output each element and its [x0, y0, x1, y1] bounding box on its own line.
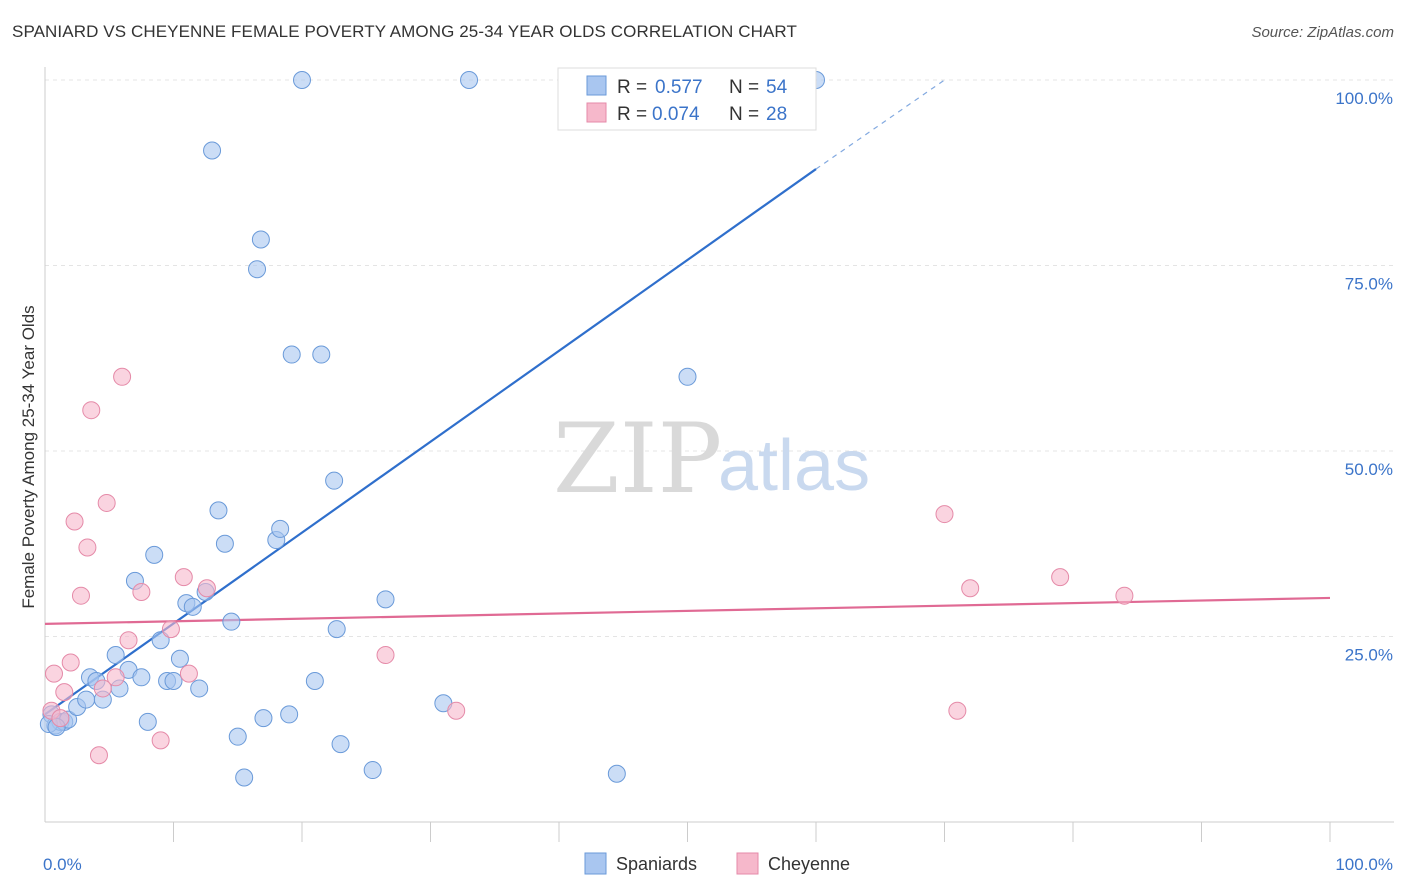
cheyenne-point-19 [197, 579, 216, 598]
spaniard-trend-extension [815, 79, 945, 170]
y-tick-label-2: 75.0% [1345, 275, 1393, 294]
spaniard-point-45 [376, 590, 395, 609]
bottom-legend-swatch-spaniards [584, 852, 607, 875]
chart-source: Source: ZipAtlas.com [1251, 24, 1394, 41]
cheyenne-point-21 [447, 701, 466, 720]
cheyenne-point-7 [82, 401, 101, 420]
cheyenne-point-8 [89, 746, 108, 765]
spaniard-point-43 [331, 735, 350, 754]
spaniard-point-6 [77, 690, 96, 709]
spaniard-point-44 [363, 761, 382, 780]
cheyenne-point-17 [174, 568, 193, 587]
spaniard-point-25 [203, 141, 222, 160]
legend-n-value-1: 54 [766, 77, 788, 98]
spaniard-point-22 [183, 597, 202, 616]
y-tick-label-1: 50.0% [1345, 460, 1393, 479]
watermark-zip: ZIP [553, 403, 722, 515]
spaniard-point-20 [170, 649, 189, 668]
y-tick-label-0: 25.0% [1345, 646, 1393, 665]
spaniard-point-48 [607, 764, 626, 783]
cheyenne-point-27 [51, 709, 70, 728]
spaniard-point-32 [251, 230, 270, 249]
cheyenne-point-18 [179, 664, 198, 683]
x-tick-label-0: 0.0% [43, 855, 82, 874]
legend-r-value-1: 0.577 [655, 77, 703, 98]
legend-swatch-spaniards [586, 75, 607, 96]
legend-r-label-1: R = [617, 77, 647, 98]
y-tick-label-3: 100.0% [1335, 89, 1393, 108]
cheyenne-point-16 [161, 620, 180, 639]
legend-n-label-1: N = [729, 77, 759, 98]
spaniard-point-10 [106, 646, 125, 665]
spaniard-point-28 [222, 612, 241, 631]
spaniard-point-38 [293, 71, 311, 89]
legend-r-label-2: R = [617, 104, 647, 125]
spaniard-point-27 [215, 534, 234, 553]
tick-labels: 25.0% 50.0% 75.0% 100.0% 0.0% 100.0% [43, 89, 1393, 874]
spaniard-point-23 [190, 679, 209, 698]
spaniard-point-37 [282, 345, 301, 364]
spaniard-point-40 [312, 345, 331, 364]
spaniard-point-29 [228, 727, 247, 746]
cheyenne-point-24 [961, 579, 980, 598]
cheyenne-point-3 [61, 653, 80, 672]
cheyenne-point-10 [97, 493, 116, 512]
cheyenne-point-4 [65, 512, 84, 531]
cheyenne-point-5 [71, 586, 90, 605]
spaniard-point-33 [254, 709, 273, 728]
spaniard-point-49 [678, 367, 697, 386]
watermark-atlas: atlas [718, 426, 870, 506]
spaniard-point-42 [327, 620, 346, 639]
spaniard-point-36 [280, 705, 299, 724]
cheyenne-point-13 [119, 631, 138, 650]
spaniard-point-47 [460, 71, 479, 89]
bottom-legend-swatch-cheyenne [736, 852, 759, 875]
cheyenne-point-14 [132, 582, 151, 601]
legend-n-value-2: 28 [766, 104, 787, 125]
spaniard-point-16 [145, 545, 164, 564]
spaniard-point-26 [209, 501, 228, 520]
chart-title: SPANIARD VS CHEYENNE FEMALE POVERTY AMON… [12, 22, 797, 41]
cheyenne-point-25 [1051, 568, 1070, 587]
y-axis-label: Female Poverty Among 25-34 Year Olds [19, 305, 38, 608]
cheyenne-point-2 [55, 683, 74, 702]
bottom-legend-label-cheyenne: Cheyenne [768, 854, 850, 874]
x-tick-label-1: 100.0% [1335, 855, 1393, 874]
spaniard-point-14 [132, 668, 151, 687]
cheyenne-point-11 [106, 668, 125, 687]
spaniard-point-31 [248, 260, 267, 279]
legend-n-label-2: N = [729, 104, 759, 125]
spaniard-point-17 [151, 631, 170, 650]
cheyenne-point-12 [113, 367, 132, 386]
spaniard-point-35 [271, 519, 290, 538]
bottom-legend: Spaniards Cheyenne [584, 852, 850, 875]
legend-r-value-2: 0.074 [652, 104, 700, 125]
spaniard-point-30 [235, 768, 254, 787]
cheyenne-point-23 [948, 701, 967, 720]
axes [44, 67, 1394, 842]
spaniard-point-19 [164, 672, 183, 691]
legend: R = 0.577 N = 54 R = 0.074 N = 28 [557, 67, 817, 131]
cheyenne-point-6 [78, 538, 97, 557]
data-points [39, 71, 1134, 787]
cheyenne-point-22 [935, 505, 954, 524]
bottom-legend-label-spaniards: Spaniards [616, 854, 697, 874]
cheyenne-point-1 [44, 664, 63, 683]
cheyenne-point-15 [151, 731, 170, 750]
cheyenne-point-9 [93, 679, 112, 698]
legend-swatch-cheyenne [586, 102, 607, 123]
spaniard-point-15 [138, 712, 157, 731]
cheyenne-point-20 [376, 646, 395, 665]
spaniard-point-39 [305, 672, 324, 691]
cheyenne-point-26 [1115, 586, 1134, 605]
cheyenne-trend-line [44, 596, 1331, 625]
spaniard-point-41 [325, 471, 344, 490]
grid [45, 79, 1394, 637]
